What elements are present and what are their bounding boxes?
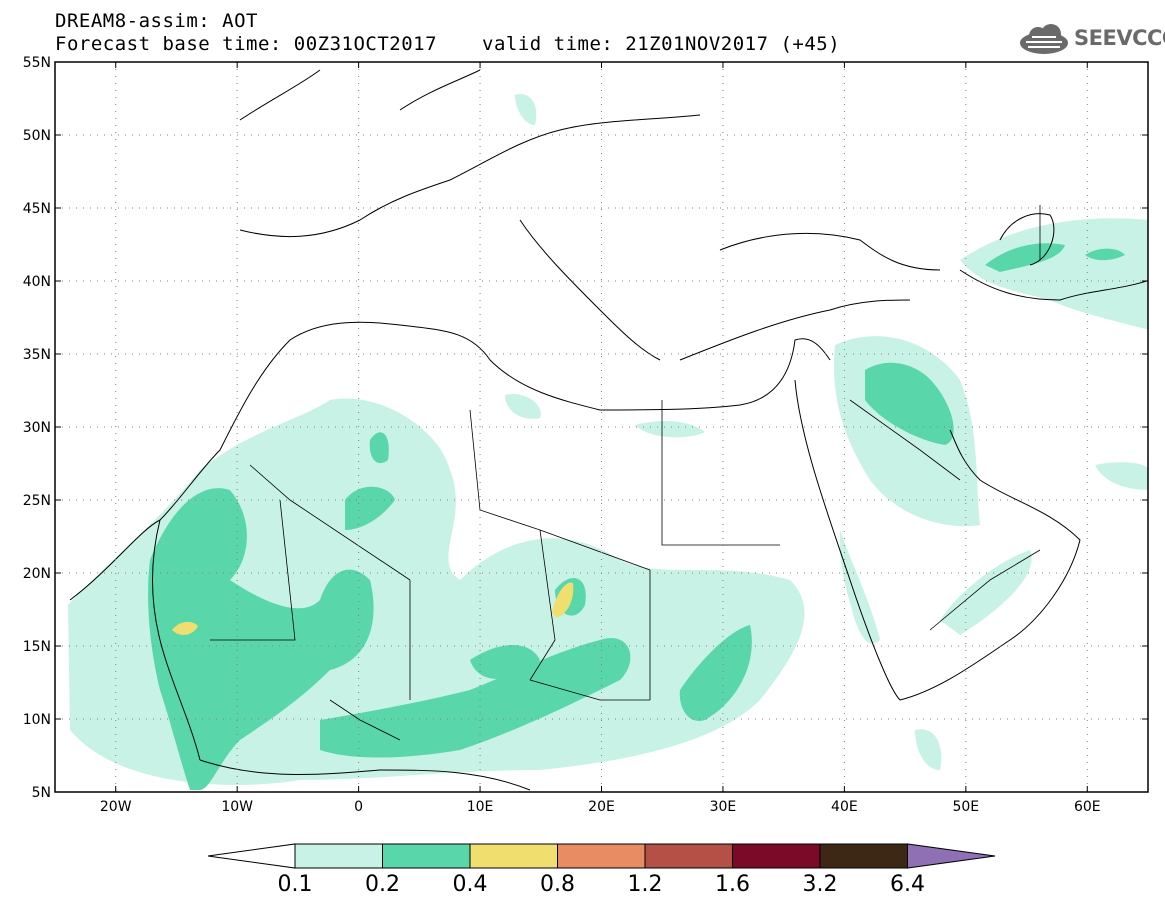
- map-grid: [55, 62, 1148, 792]
- coastline: [69, 69, 1148, 791]
- colorbar-segment: [644, 843, 733, 869]
- colorbar-label: 0.1: [277, 872, 313, 897]
- map-title: DREAM8-assim: AOT: [55, 10, 258, 32]
- aot-medium-region: [148, 243, 1125, 790]
- aot-high-region: [172, 582, 574, 635]
- colorbar-label: 0.8: [540, 872, 575, 897]
- lon-label: 10E: [467, 799, 494, 815]
- colorbar-segment: [469, 843, 558, 869]
- colorbar-label: 0.2: [365, 872, 400, 897]
- colorbar-label: 3.2: [802, 872, 838, 897]
- colorbar: [207, 843, 996, 869]
- lon-label: 50E: [952, 799, 979, 815]
- lat-label: 55N: [23, 55, 51, 71]
- cloud-icon: [1020, 24, 1068, 54]
- lat-label: 35N: [23, 347, 51, 363]
- lon-label: 20E: [588, 799, 615, 815]
- lat-label: 25N: [23, 493, 51, 509]
- lat-label: 45N: [23, 201, 51, 217]
- valid-time: valid time: 21Z01NOV2017 (+45): [482, 33, 841, 55]
- colorbar-label: 0.4: [452, 872, 488, 897]
- forecast-base-time: Forecast base time: 00Z31OCT2017: [55, 33, 438, 55]
- logo-text: SEEVCCC: [1074, 26, 1165, 50]
- colorbar-segment: [382, 843, 471, 869]
- lon-label: 0: [354, 799, 363, 815]
- lon-label: 60E: [1074, 799, 1101, 815]
- lon-label: 20W: [100, 799, 132, 815]
- lat-label: 40N: [23, 274, 51, 290]
- colorbar-segment: [732, 843, 821, 869]
- colorbar-upper-arrow: [907, 843, 996, 869]
- country-borders: [210, 205, 1041, 741]
- lon-label: 40E: [831, 799, 858, 815]
- lat-label: 50N: [23, 128, 51, 144]
- lat-label: 10N: [23, 712, 51, 728]
- colorbar-segment: [294, 843, 383, 869]
- colorbar-segment: [557, 843, 646, 869]
- lat-label: 30N: [23, 420, 51, 436]
- colorbar-lower-arrow: [207, 843, 296, 869]
- colorbar-label: 1.6: [715, 872, 750, 897]
- lon-label: 10W: [221, 799, 253, 815]
- colorbar-segment: [819, 843, 908, 869]
- colorbar-label: 1.2: [627, 872, 663, 897]
- lon-label: 30E: [710, 799, 737, 815]
- lat-label: 5N: [32, 785, 51, 801]
- lat-label: 20N: [23, 566, 51, 582]
- colorbar-label: 6.4: [890, 872, 925, 897]
- lat-label: 15N: [23, 639, 51, 655]
